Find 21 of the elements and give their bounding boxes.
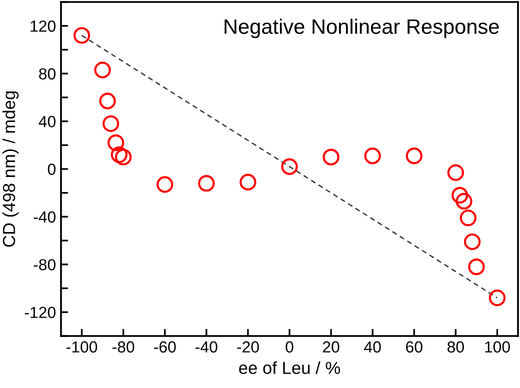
x-tick-label: -40 xyxy=(196,341,218,353)
x-axis-title: ee of Leu / % xyxy=(239,361,340,374)
x-tick-label: -20 xyxy=(237,341,259,353)
y-tick-label: 80 xyxy=(39,68,56,80)
x-tick-label: -100 xyxy=(66,341,98,353)
x-tick-label: 20 xyxy=(322,341,340,353)
x-tick-label: -80 xyxy=(112,341,134,353)
x-tick-label: -60 xyxy=(154,341,176,353)
y-tick-label: -80 xyxy=(34,259,56,270)
x-tick-label: 0 xyxy=(286,341,294,353)
y-tick-label: 120 xyxy=(30,20,56,32)
y-tick-label: 0 xyxy=(48,164,56,175)
x-tick-label: 80 xyxy=(447,341,464,353)
text: Negative Nonlinear Response xyxy=(224,18,499,38)
x-tick-label: 60 xyxy=(406,341,422,353)
y-tick-label: -40 xyxy=(34,211,56,223)
y-tick-label: 40 xyxy=(38,116,56,128)
y-axis-title: CD (498 nm) / mdeg xyxy=(2,91,19,247)
x-tick-label: 40 xyxy=(364,341,381,353)
x-tick-label: 100 xyxy=(485,341,510,353)
y-tick-label: -120 xyxy=(24,306,56,318)
